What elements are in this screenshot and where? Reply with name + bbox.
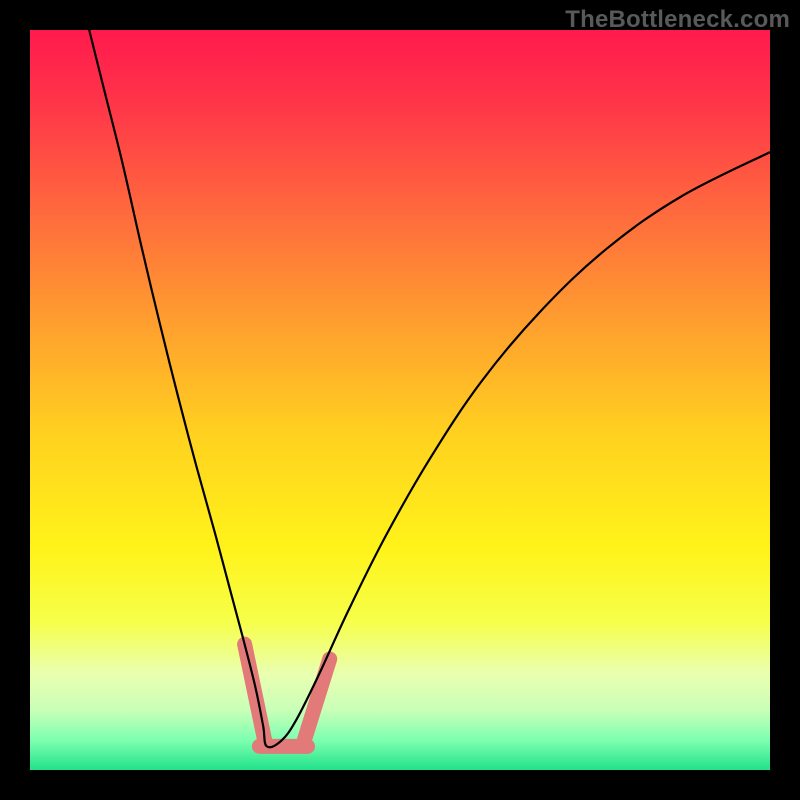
chart-frame: TheBottleneck.com [0,0,800,800]
gradient-background [30,30,770,770]
plot-svg [30,30,770,770]
plot-area [30,30,770,770]
watermark-text: TheBottleneck.com [565,6,790,34]
